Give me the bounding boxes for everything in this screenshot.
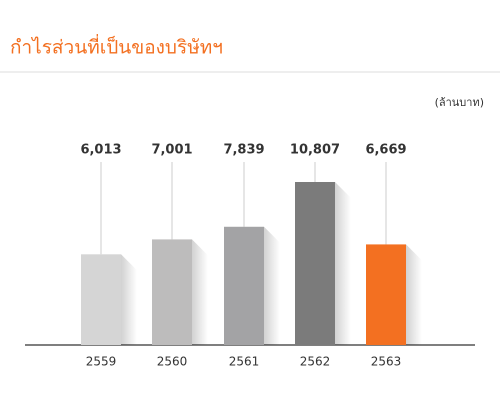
bar [224,226,264,345]
value-label: 7,839 [223,143,264,158]
x-tick-label: 2559 [86,355,117,369]
unit-label: (ล้านบาท) [435,96,484,109]
bar-shadow [192,239,208,345]
bar-shadow [406,244,422,345]
value-label: 10,807 [290,143,340,158]
chart-title: กำไรส่วนที่เป็นของบริษัทฯ [10,34,223,59]
bar [295,182,335,345]
bar [81,254,121,345]
x-tick-label: 2563 [371,355,402,369]
bar [366,244,406,345]
bar-shadow [335,182,351,345]
x-tick-label: 2562 [300,355,331,369]
value-label: 6,013 [80,143,121,158]
x-tick-label: 2561 [229,355,260,369]
x-tick-label: 2560 [157,355,188,369]
bar [152,239,192,345]
bar-shadow [264,226,280,345]
value-label: 7,001 [151,143,192,158]
value-label: 6,669 [365,143,406,158]
bar-shadow [121,254,137,345]
